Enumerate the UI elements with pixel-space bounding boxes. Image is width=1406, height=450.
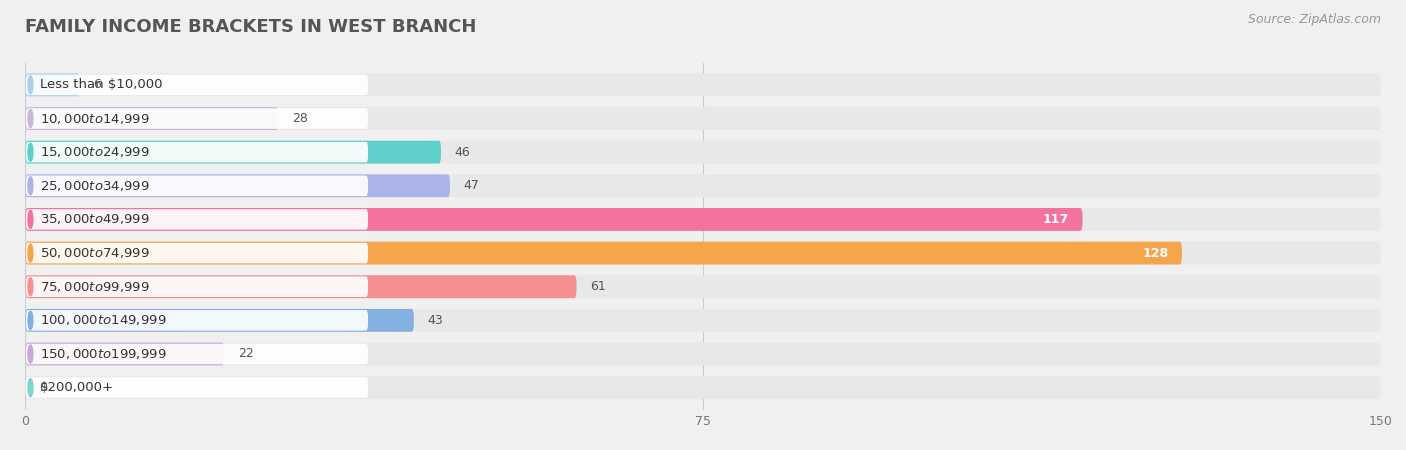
Text: 43: 43 [427, 314, 443, 327]
FancyBboxPatch shape [25, 309, 1381, 332]
FancyBboxPatch shape [25, 141, 441, 164]
FancyBboxPatch shape [25, 73, 80, 96]
FancyBboxPatch shape [25, 378, 368, 398]
Circle shape [28, 278, 32, 296]
FancyBboxPatch shape [25, 208, 1381, 231]
FancyBboxPatch shape [25, 342, 1381, 365]
Text: 47: 47 [464, 179, 479, 192]
Text: 117: 117 [1043, 213, 1069, 226]
Circle shape [28, 177, 32, 195]
FancyBboxPatch shape [25, 310, 368, 331]
Text: $10,000 to $14,999: $10,000 to $14,999 [41, 112, 150, 126]
Circle shape [28, 378, 32, 396]
FancyBboxPatch shape [25, 243, 368, 263]
Text: $15,000 to $24,999: $15,000 to $24,999 [41, 145, 150, 159]
Circle shape [28, 311, 32, 329]
FancyBboxPatch shape [25, 174, 450, 197]
FancyBboxPatch shape [25, 342, 224, 365]
FancyBboxPatch shape [25, 275, 1381, 298]
Circle shape [28, 345, 32, 363]
Text: 6: 6 [93, 78, 101, 91]
FancyBboxPatch shape [25, 73, 1381, 96]
Text: 46: 46 [454, 146, 470, 159]
Text: 128: 128 [1142, 247, 1168, 260]
Text: 22: 22 [238, 347, 253, 360]
Text: 61: 61 [591, 280, 606, 293]
Text: $50,000 to $74,999: $50,000 to $74,999 [41, 246, 150, 260]
Circle shape [28, 109, 32, 127]
Circle shape [28, 211, 32, 229]
FancyBboxPatch shape [25, 242, 1381, 265]
FancyBboxPatch shape [25, 242, 1182, 265]
FancyBboxPatch shape [25, 376, 1381, 399]
Text: $100,000 to $149,999: $100,000 to $149,999 [41, 313, 167, 327]
Circle shape [28, 244, 32, 262]
Circle shape [28, 76, 32, 94]
FancyBboxPatch shape [25, 75, 368, 95]
Text: $75,000 to $99,999: $75,000 to $99,999 [41, 280, 150, 294]
Text: Source: ZipAtlas.com: Source: ZipAtlas.com [1247, 14, 1381, 27]
Text: 0: 0 [39, 381, 46, 394]
FancyBboxPatch shape [25, 276, 368, 297]
FancyBboxPatch shape [25, 174, 1381, 197]
FancyBboxPatch shape [25, 209, 368, 230]
Text: $200,000+: $200,000+ [41, 381, 114, 394]
FancyBboxPatch shape [25, 275, 576, 298]
Text: 28: 28 [292, 112, 308, 125]
FancyBboxPatch shape [25, 107, 278, 130]
Text: $25,000 to $34,999: $25,000 to $34,999 [41, 179, 150, 193]
FancyBboxPatch shape [25, 107, 1381, 130]
FancyBboxPatch shape [25, 141, 1381, 164]
Text: $35,000 to $49,999: $35,000 to $49,999 [41, 212, 150, 226]
FancyBboxPatch shape [25, 142, 368, 162]
FancyBboxPatch shape [25, 309, 413, 332]
FancyBboxPatch shape [25, 344, 368, 364]
FancyBboxPatch shape [25, 108, 368, 129]
Text: FAMILY INCOME BRACKETS IN WEST BRANCH: FAMILY INCOME BRACKETS IN WEST BRANCH [25, 18, 477, 36]
FancyBboxPatch shape [25, 208, 1083, 231]
Text: Less than $10,000: Less than $10,000 [41, 78, 163, 91]
Text: $150,000 to $199,999: $150,000 to $199,999 [41, 347, 167, 361]
FancyBboxPatch shape [25, 176, 368, 196]
Circle shape [28, 143, 32, 161]
